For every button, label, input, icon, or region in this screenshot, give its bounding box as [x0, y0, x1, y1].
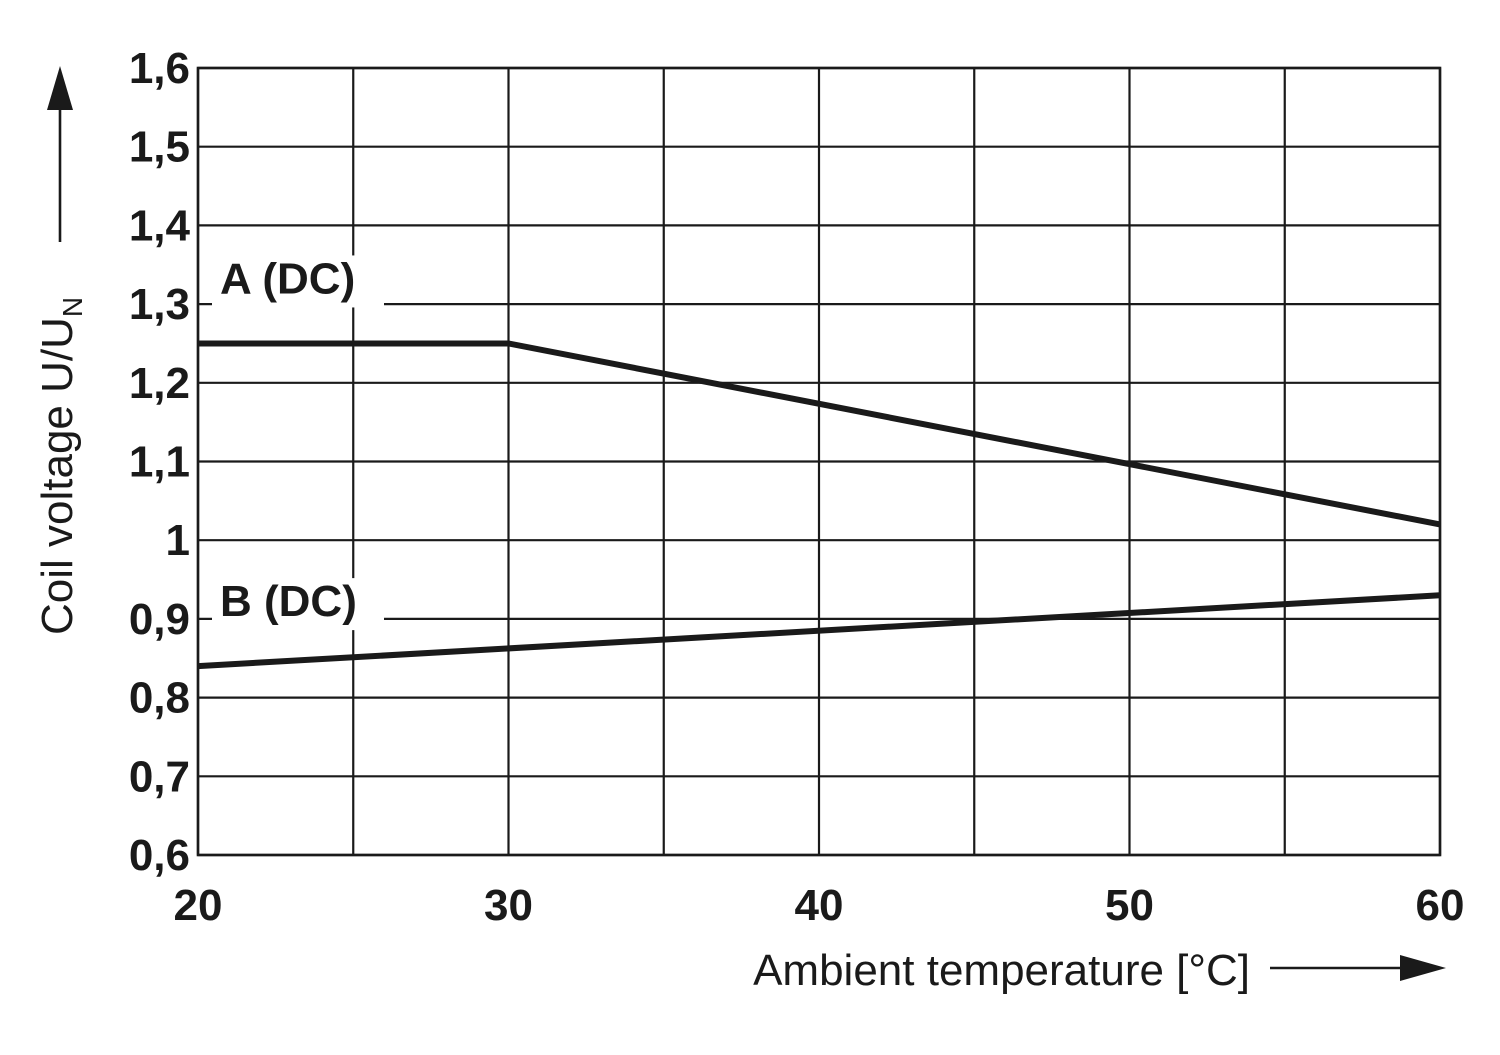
series-label-a: A (DC): [220, 254, 355, 303]
x-axis-arrow-head: [1400, 955, 1446, 981]
x-tick-label: 20: [174, 881, 223, 930]
series-label-background: [212, 255, 384, 308]
y-axis-arrow-head: [47, 66, 73, 110]
y-axis-label-subscript: N: [57, 297, 88, 317]
y-tick-label: 1,1: [129, 438, 190, 487]
series-label-b: B (DC): [220, 577, 357, 626]
y-tick-label: 1,5: [129, 123, 190, 172]
y-tick-label: 1: [166, 516, 190, 565]
y-tick-label: 1,2: [129, 359, 190, 408]
plot-frame: [196, 66, 1442, 857]
y-tick-label: 1,6: [129, 44, 190, 93]
series-line-a: [198, 340, 1441, 528]
series-line-b: [197, 592, 1441, 670]
series-label-background: [212, 578, 384, 631]
series-labels: A (DC) B (DC): [212, 254, 384, 631]
y-tick-label: 0,7: [129, 752, 190, 801]
y-tick-label: 1,3: [129, 280, 190, 329]
x-tick-labels: 20 30 40 50 60: [174, 881, 1465, 930]
y-tick-label: 0,8: [129, 674, 190, 723]
y-axis-label-group: Coil voltage U/UN: [33, 297, 88, 635]
x-tick-label: 30: [484, 881, 533, 930]
y-tick-label: 0,6: [129, 831, 190, 880]
grid-lines: [196, 66, 1442, 857]
x-tick-label: 50: [1105, 881, 1154, 930]
y-tick-labels: 0,6 0,7 0,8 0,9 1 1,1 1,2 1,3 1,4 1,5 1,6: [129, 44, 191, 880]
x-tick-label: 40: [795, 881, 844, 930]
y-tick-label: 0,9: [129, 595, 190, 644]
series-lines: [197, 340, 1441, 670]
y-tick-label: 1,4: [129, 201, 191, 250]
y-axis-label-main: Coil voltage U/U: [33, 317, 82, 635]
x-axis-label: Ambient temperature [°C]: [753, 946, 1250, 995]
y-axis-label: Coil voltage U/UN: [33, 297, 88, 635]
x-tick-label: 60: [1416, 881, 1465, 930]
